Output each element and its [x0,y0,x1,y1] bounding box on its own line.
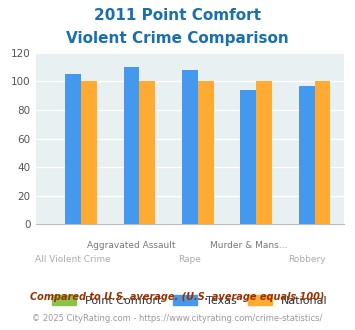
Legend: Point Comfort, Texas, National: Point Comfort, Texas, National [52,295,328,306]
Text: Violent Crime Comparison: Violent Crime Comparison [66,31,289,46]
Bar [256,82,272,224]
Text: Murder & Mans...: Murder & Mans... [209,241,287,250]
Bar [240,90,256,224]
Bar [140,82,155,224]
Bar [315,82,330,224]
Bar [198,82,214,224]
Bar [124,67,140,224]
Text: © 2025 CityRating.com - https://www.cityrating.com/crime-statistics/: © 2025 CityRating.com - https://www.city… [32,314,323,323]
Bar [81,82,97,224]
Text: All Violent Crime: All Violent Crime [35,255,111,264]
Text: Aggravated Assault: Aggravated Assault [87,241,176,250]
Text: Rape: Rape [179,255,201,264]
Text: Robbery: Robbery [288,255,326,264]
Bar [299,86,315,224]
Bar [65,74,81,224]
Text: Compared to U.S. average. (U.S. average equals 100): Compared to U.S. average. (U.S. average … [30,292,325,302]
Bar [182,70,198,224]
Text: 2011 Point Comfort: 2011 Point Comfort [94,8,261,23]
